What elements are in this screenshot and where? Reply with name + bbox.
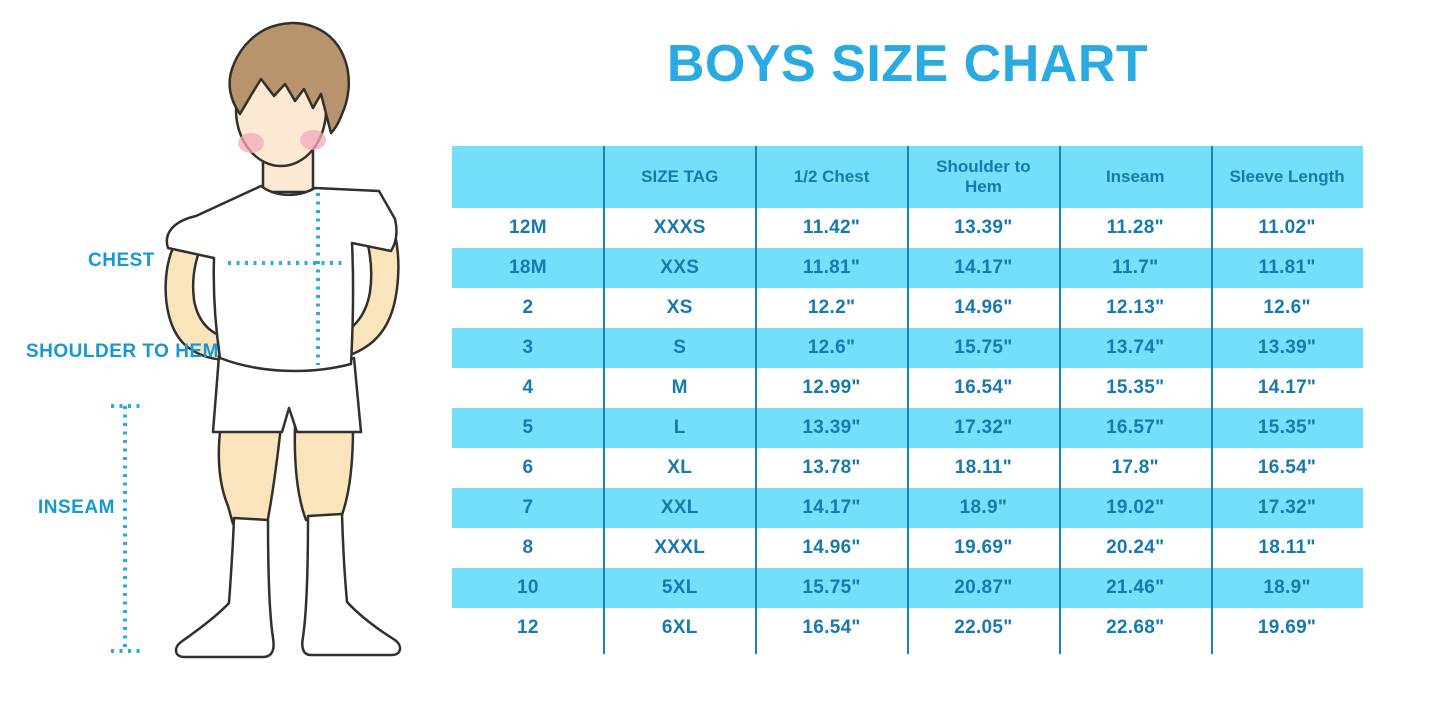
column-separator-line (755, 146, 757, 654)
right-cheek-blush (300, 130, 326, 150)
page-title: BOYS SIZE CHART (666, 35, 1149, 93)
hair-shape (228, 21, 351, 135)
table-cell: 14.17" (954, 257, 1013, 278)
table-cell: 16.54" (954, 377, 1013, 398)
table-cell: 14.17" (1257, 377, 1317, 398)
table-cell: 15.75" (802, 577, 861, 598)
chest-label: CHEST (88, 250, 155, 271)
table-cell: 12M (508, 217, 547, 238)
table-cell: 4 (522, 377, 534, 398)
table-header-cell: SIZE TAG (604, 146, 756, 208)
table-cell: 17.8" (1111, 457, 1159, 478)
table-cell: 12.6" (807, 337, 856, 358)
tshirt-shape (165, 184, 398, 373)
table-cell: 18.11" (954, 457, 1013, 478)
table-cell: 18M (508, 257, 547, 278)
table-cell: 5 (522, 417, 534, 438)
column-separator-line (1059, 146, 1061, 654)
table-cell: 16.57" (1106, 417, 1165, 438)
boy-figure-illustration (111, 21, 402, 659)
table-cell: S (673, 337, 687, 358)
table-header-cell: 1/2 Chest (756, 146, 908, 208)
header-label: Sleeve Length (1229, 167, 1345, 187)
table-cell: 16.54" (1257, 457, 1317, 478)
table-cell: 19.69" (1257, 617, 1317, 638)
table-cell: 20.87" (954, 577, 1013, 598)
table-cell: 15.75" (954, 337, 1013, 358)
table-cell: 6XL (661, 617, 698, 638)
left-arm-shape (164, 216, 230, 362)
column-separator-line (907, 146, 909, 654)
table-cell: 10 (517, 577, 539, 598)
table-cell: 11.42" (802, 217, 861, 238)
table-header-cell: Sleeve Length (1211, 146, 1363, 208)
table-cell: XL (667, 457, 693, 478)
table-cell: 22.68" (1106, 617, 1165, 638)
header-label: SIZE TAG (641, 167, 719, 187)
left-cheek-blush (238, 133, 264, 153)
table-cell: 14.96" (802, 537, 861, 558)
right-sock-shape (301, 512, 402, 657)
table-cell: 20.24" (1106, 537, 1165, 558)
table-cell: 14.96" (954, 297, 1013, 318)
table-cell: 22.05" (954, 617, 1013, 638)
table-cell: 19.02" (1106, 497, 1165, 518)
table-header-cell (452, 146, 604, 208)
table-cell: 18.9" (959, 497, 1008, 518)
table-cell: 11.28" (1106, 217, 1164, 238)
table-cell: 13.39" (802, 417, 861, 438)
left-sock-shape (174, 516, 275, 659)
table-cell: 8 (522, 537, 534, 558)
table-cell: 19.69" (954, 537, 1013, 558)
table-cell: 5XL (661, 577, 698, 598)
table-cell: 17.32" (1257, 497, 1317, 518)
table-cell: XXS (660, 257, 700, 278)
shoulder-to-hem-label: SHOULDER TO HEM (26, 341, 219, 362)
table-header-cell: Inseam (1059, 146, 1211, 208)
table-cell: 12.99" (802, 377, 861, 398)
table-cell: 12.2" (807, 297, 856, 318)
table-cell: 15.35" (1106, 377, 1165, 398)
table-cell: 2 (522, 297, 534, 318)
table-cell: 11.02" (1258, 217, 1316, 238)
table-cell: L (673, 417, 686, 438)
table-cell: 11.81" (1258, 257, 1316, 278)
table-cell: XS (666, 297, 693, 318)
table-cell: 11.7" (1112, 257, 1159, 278)
size-table: SIZE TAG 1/2 Chest Shoulder to Hem Insea… (452, 146, 1363, 654)
table-cell: 6 (522, 457, 534, 478)
table-cell: 11.81" (802, 257, 861, 278)
table-cell: 13.78" (802, 457, 861, 478)
table-cell: 12.13" (1106, 297, 1165, 318)
column-separator-line (603, 146, 605, 654)
table-cell: XXXL (654, 537, 706, 558)
table-cell: 13.39" (1257, 337, 1317, 358)
table-cell: 7 (522, 497, 534, 518)
table-cell: 15.35" (1257, 417, 1317, 438)
table-cell: 3 (522, 337, 534, 358)
header-label: Shoulder to Hem (936, 157, 1031, 196)
table-cell: 17.32" (954, 417, 1013, 438)
column-separator-line (1211, 146, 1213, 654)
table-cell: XXXS (653, 217, 706, 238)
header-label: Inseam (1105, 167, 1165, 187)
table-cell: 14.17" (802, 497, 861, 518)
table-cell: 12 (517, 617, 539, 638)
table-cell: XXL (660, 497, 699, 518)
left-leg-shape (217, 422, 283, 526)
table-cell: 13.39" (954, 217, 1013, 238)
right-leg-shape (293, 424, 355, 522)
table-cell: 12.6" (1263, 297, 1311, 318)
table-cell: M (671, 377, 688, 398)
table-cell: 16.54" (802, 617, 861, 638)
header-label: 1/2 Chest (793, 167, 870, 187)
table-cell: 21.46" (1106, 577, 1165, 598)
table-cell: 18.9" (1263, 577, 1311, 598)
inseam-label: INSEAM (38, 497, 115, 518)
table-header-cell: Shoulder to Hem (907, 146, 1059, 208)
table-cell: 18.11" (1258, 537, 1316, 558)
table-cell: 13.74" (1106, 337, 1165, 358)
